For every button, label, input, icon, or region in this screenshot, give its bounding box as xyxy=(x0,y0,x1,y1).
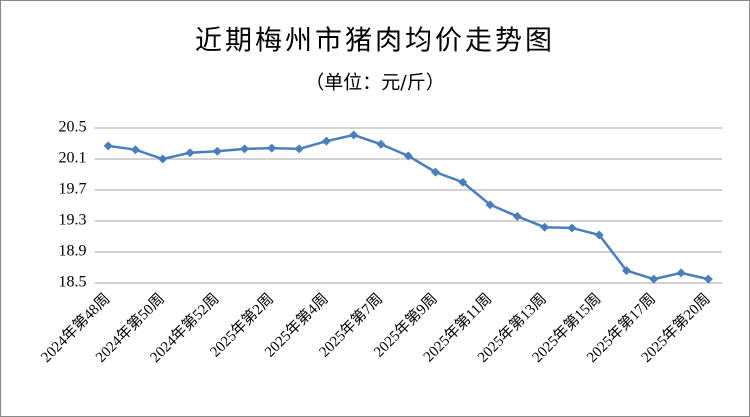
marker xyxy=(321,136,331,146)
y-tick-label: 18.5 xyxy=(59,274,87,291)
marker xyxy=(376,139,386,149)
marker xyxy=(158,154,168,164)
y-tick-label: 19.7 xyxy=(59,181,87,198)
marker xyxy=(431,167,441,177)
marker xyxy=(567,223,577,233)
marker xyxy=(240,144,250,154)
marker xyxy=(349,130,359,140)
marker xyxy=(540,222,550,232)
y-tick-label: 20.5 xyxy=(59,119,87,136)
y-tick-label: 18.9 xyxy=(59,243,87,260)
marker xyxy=(458,177,468,187)
marker xyxy=(703,274,713,284)
chart-subtitle: （单位：元/斤） xyxy=(305,72,444,94)
marker xyxy=(512,211,522,221)
marker xyxy=(185,148,195,158)
marker xyxy=(622,266,632,276)
chart-title: 近期梅州市猪肉均价走势图 xyxy=(195,26,555,57)
marker xyxy=(594,230,604,240)
marker xyxy=(267,143,277,153)
marker xyxy=(649,274,659,284)
marker xyxy=(403,151,413,161)
marker xyxy=(212,146,222,156)
marker xyxy=(130,145,140,155)
y-tick-label: 20.1 xyxy=(59,150,87,167)
marker xyxy=(103,141,113,151)
y-tick-label: 19.3 xyxy=(59,212,87,229)
marker xyxy=(294,144,304,154)
marker xyxy=(485,200,495,210)
marker xyxy=(676,268,686,278)
